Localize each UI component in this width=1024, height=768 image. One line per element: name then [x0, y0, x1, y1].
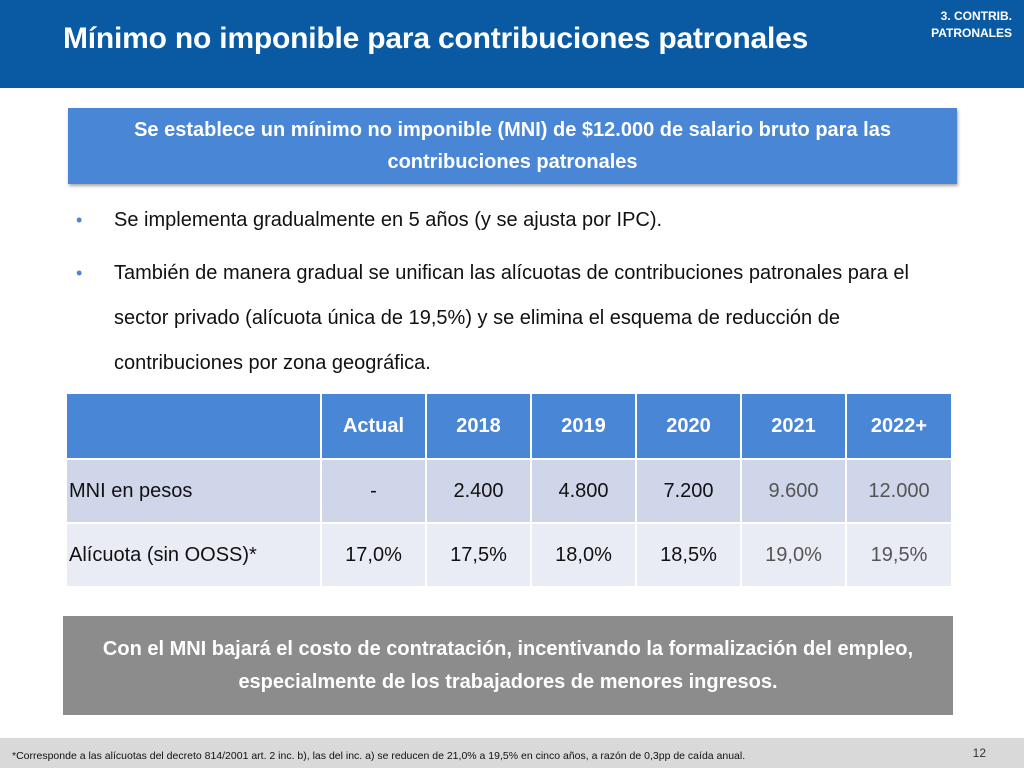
table-cell: 18,5% — [635, 522, 742, 588]
table-cell: 12.000 — [845, 458, 953, 524]
table-header-cell: Actual — [320, 392, 427, 460]
page-number: 12 — [972, 746, 986, 760]
table-cell: 17,0% — [320, 522, 427, 588]
bullet-dot-icon: • — [76, 210, 83, 230]
mni-schedule-table: Actual 2018 2019 2020 2021 2022+ MNI en … — [65, 392, 953, 588]
table-cell: 9.600 — [740, 458, 847, 524]
bullet-text: También de manera gradual se unifican la… — [114, 262, 909, 374]
table-header-cell: 2020 — [635, 392, 742, 460]
table-header-cell: 2018 — [425, 392, 532, 460]
bullet-item: • También de manera gradual se unifican … — [76, 251, 936, 386]
table-cell: 2.400 — [425, 458, 532, 524]
highlight-box: Se establece un mínimo no imponible (MNI… — [68, 108, 957, 184]
slide-title: Mínimo no imponible para contribuciones … — [63, 22, 809, 55]
section-tag: 3. CONTRIB. PATRONALES — [902, 8, 1012, 42]
table-cell: 19,5% — [845, 522, 953, 588]
table-cell: 18,0% — [530, 522, 637, 588]
conclusion-box: Con el MNI bajará el costo de contrataci… — [63, 616, 953, 715]
row-label: MNI en pesos — [65, 458, 322, 524]
footer-bar: *Corresponde a las alícuotas del decreto… — [0, 738, 1024, 768]
slide-header: Mínimo no imponible para contribuciones … — [0, 0, 1024, 88]
table-cell: 7.200 — [635, 458, 742, 524]
bullet-list: • Se implementa gradualmente en 5 años (… — [76, 198, 936, 394]
table-row: MNI en pesos - 2.400 4.800 7.200 9.600 1… — [65, 458, 953, 524]
bullet-dot-icon: • — [76, 263, 83, 283]
table-cell: - — [320, 458, 427, 524]
table-header-cell: 2022+ — [845, 392, 953, 460]
row-label: Alícuota (sin OOSS)* — [65, 522, 322, 588]
table-header-cell: 2019 — [530, 392, 637, 460]
table-row: Alícuota (sin OOSS)* 17,0% 17,5% 18,0% 1… — [65, 522, 953, 588]
table-cell: 17,5% — [425, 522, 532, 588]
section-tag-line2: PATRONALES — [931, 26, 1012, 40]
footnote: *Corresponde a las alícuotas del decreto… — [12, 750, 746, 762]
bullet-text: Se implementa gradualmente en 5 años (y … — [114, 209, 663, 231]
table-header-cell: 2021 — [740, 392, 847, 460]
section-tag-line1: 3. CONTRIB. — [940, 9, 1012, 23]
bullet-item: • Se implementa gradualmente en 5 años (… — [76, 198, 936, 243]
table-cell: 4.800 — [530, 458, 637, 524]
table-header-cell — [65, 392, 322, 460]
table-header-row: Actual 2018 2019 2020 2021 2022+ — [65, 392, 953, 460]
table-cell: 19,0% — [740, 522, 847, 588]
